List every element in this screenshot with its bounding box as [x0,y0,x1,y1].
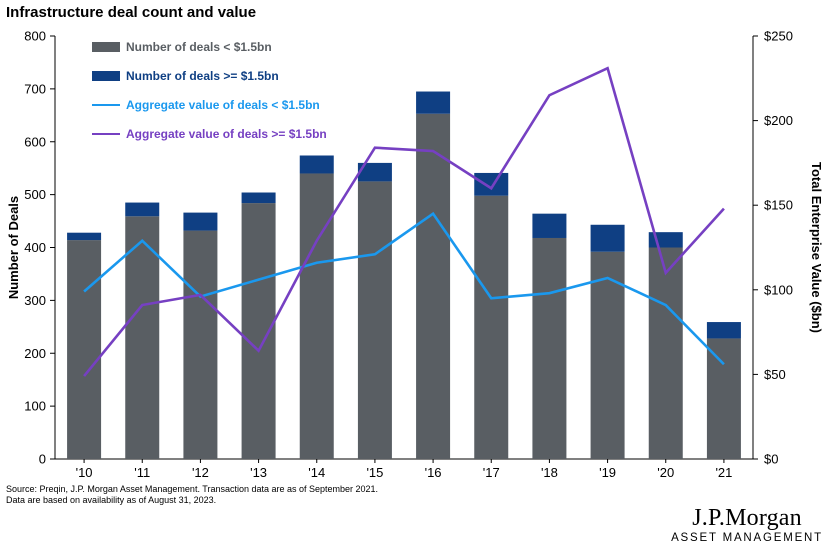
line-value-large-deals [83,66,725,377]
x-tick-label: '10 [76,465,93,480]
bar-small-deals [299,173,334,459]
bar-large-deals [299,155,334,174]
bar-large-deals [125,202,160,217]
y-tick-label: 300 [24,293,46,308]
jpmorgan-logo: J.P.Morgan ASSET MANAGEMENT [671,505,823,545]
brand-name: J.P.Morgan [692,505,802,531]
y-tick-label: 500 [24,187,46,202]
bar-small-deals [125,216,160,459]
legend-line-small-value [92,104,120,106]
x-tick-label: '16 [425,465,442,480]
x-tick-label: '20 [657,465,674,480]
y-axis-title: Number of Deals [6,196,21,299]
x-tick-label: '17 [483,465,500,480]
bar-small-deals [474,195,509,459]
bar-large-deals [241,192,276,204]
legend-item-small-value: Aggregate value of deals < $1.5bn [92,98,320,112]
bar-large-deals [706,322,741,339]
legend-label-small-value: Aggregate value of deals < $1.5bn [126,98,320,112]
bar-large-deals [357,162,392,182]
legend-swatch-small-deals [92,42,120,52]
y2-tick-label: $100 [764,282,793,297]
legend-item-large-deals: Number of deals >= $1.5bn [92,69,279,83]
x-tick-label: '12 [192,465,209,480]
legend-label-small-deals: Number of deals < $1.5bn [126,40,272,54]
source-line-2: Data are based on availability as of Aug… [6,495,217,505]
bar-large-deals [532,213,567,238]
y2-tick-label: $250 [764,29,793,44]
bar-small-deals [532,237,567,459]
y-tick-label: 100 [24,399,46,414]
bar-large-deals [590,224,625,252]
line-value-small-deals [83,211,725,366]
bar-large-deals [474,172,509,196]
brand-sub: ASSET MANAGEMENT [671,532,823,544]
y-tick-label: 700 [24,81,46,96]
y-tick-label: 400 [24,240,46,255]
y-tick-label: 600 [24,134,46,149]
x-tick-label: '21 [715,465,732,480]
bar-small-deals [706,338,741,459]
y2-tick-label: $50 [764,367,786,382]
legend-line-large-value [92,133,120,135]
source-note: Source: Preqin, J.P. Morgan Asset Manage… [6,484,378,506]
x-tick-label: '11 [134,465,150,480]
legend-label-large-deals: Number of deals >= $1.5bn [126,69,279,83]
x-tick-label: '14 [308,465,325,480]
bar-small-deals [183,230,218,459]
bar-small-deals [67,240,102,459]
legend-swatch-large-deals [92,71,120,81]
bar-small-deals [357,181,392,459]
y2-tick-label: $0 [764,452,778,467]
bar-small-deals [590,251,625,459]
x-tick-label: '13 [250,465,267,480]
legend-item-large-value: Aggregate value of deals >= $1.5bn [92,127,327,141]
source-line-1: Source: Preqin, J.P. Morgan Asset Manage… [6,484,379,494]
y2-axis-title: Total Enterprise Value ($bn) [809,162,824,333]
bar-small-deals [648,247,683,459]
chart-title: Infrastructure deal count and value [6,4,257,21]
legend-label-large-value: Aggregate value of deals >= $1.5bn [126,127,327,141]
bar-large-deals [416,91,451,114]
bar-large-deals [183,212,218,231]
bar-small-deals [416,113,451,459]
x-tick-label: '19 [599,465,616,480]
y2-tick-label: $200 [764,113,793,128]
bar-large-deals [67,232,102,241]
y-tick-label: 0 [39,452,46,467]
y-tick-label: 200 [24,346,46,361]
legend-item-small-deals: Number of deals < $1.5bn [92,40,272,54]
bar-small-deals [241,203,276,459]
x-tick-label: '15 [366,465,383,480]
y2-tick-label: $150 [764,198,793,213]
x-tick-label: '18 [541,465,558,480]
y-tick-label: 800 [24,29,46,44]
